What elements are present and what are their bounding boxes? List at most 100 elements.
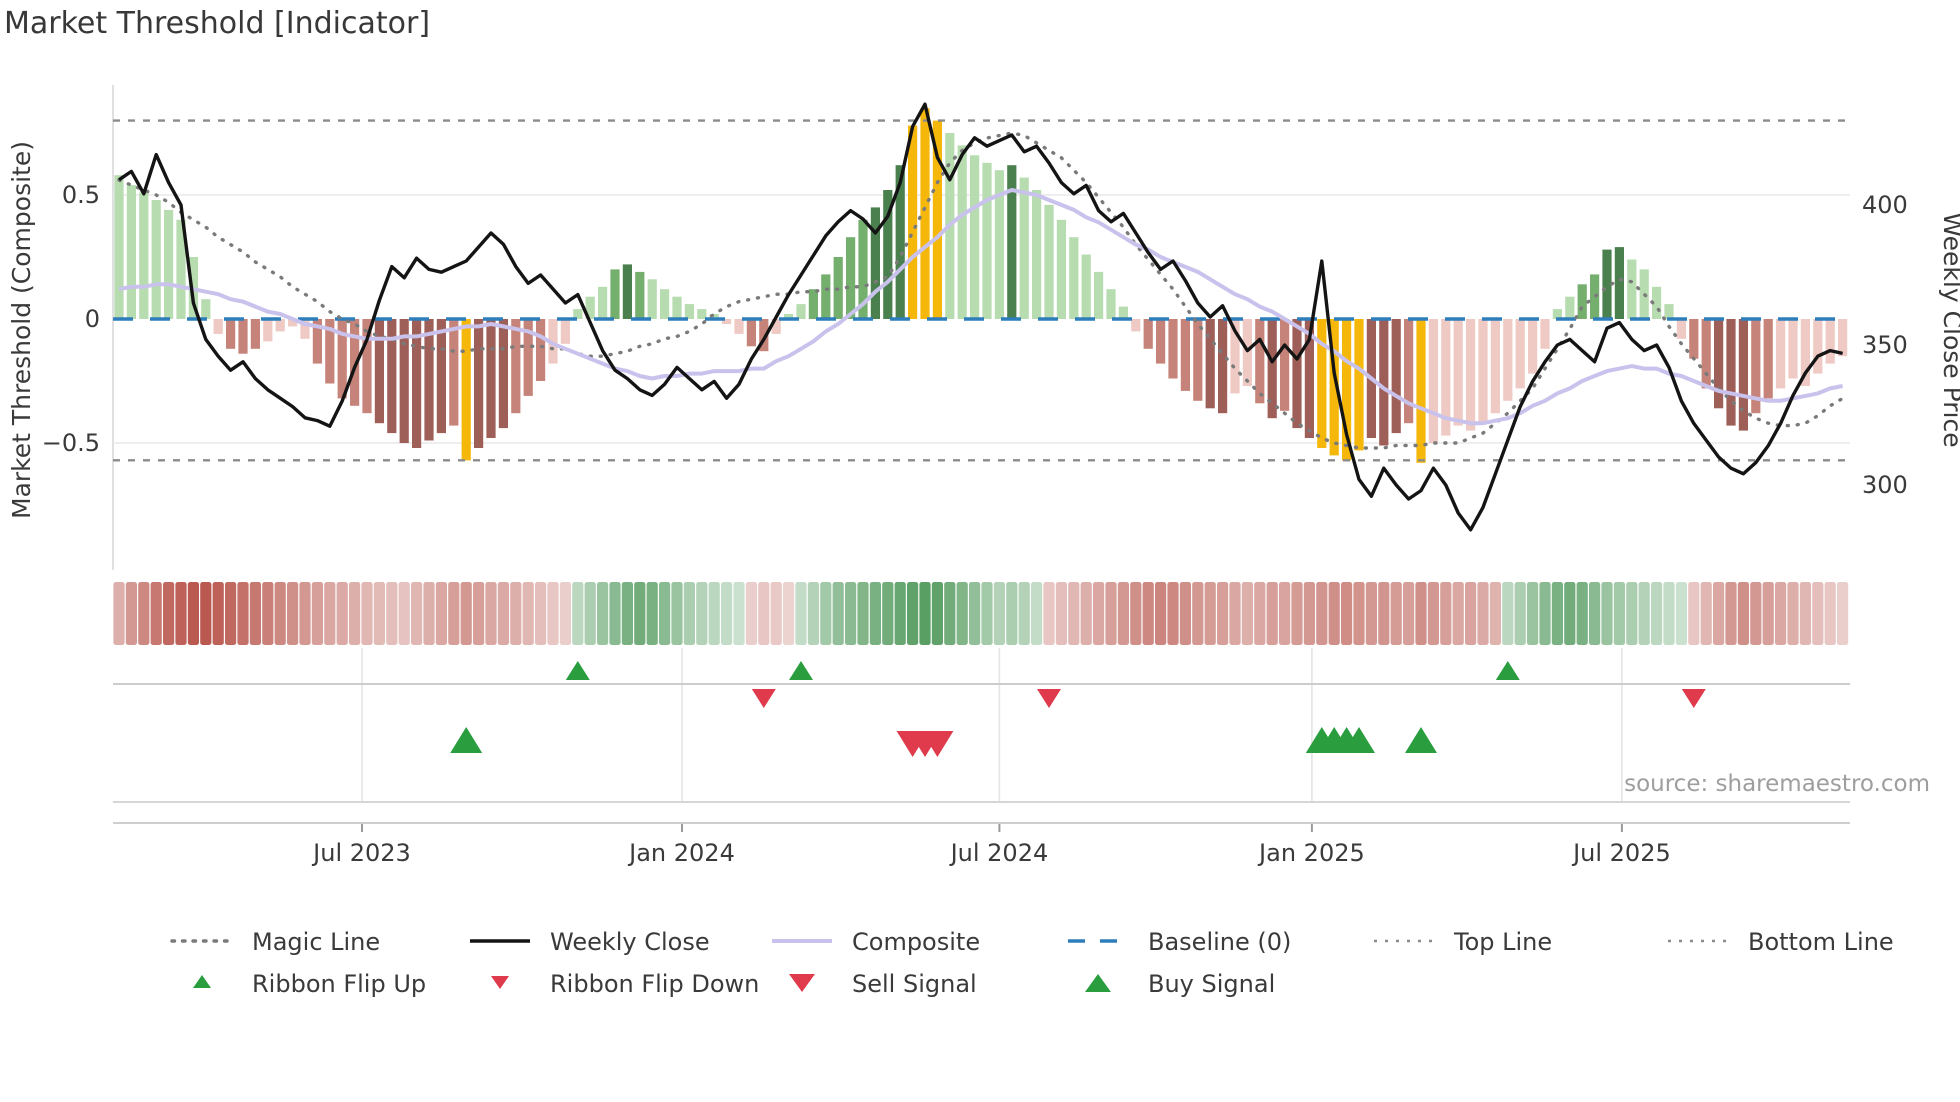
ribbon-cell xyxy=(1427,582,1439,645)
ribbon-cell xyxy=(696,582,708,645)
composite-bar xyxy=(1292,319,1302,429)
ribbon-cell xyxy=(1117,582,1129,645)
composite-bar xyxy=(1813,319,1823,374)
composite-bar xyxy=(1007,165,1017,319)
ribbon-cell xyxy=(857,582,869,645)
composite-bar xyxy=(1676,319,1686,339)
composite-bar xyxy=(288,319,298,327)
composite-bar xyxy=(536,319,546,381)
composite-bar xyxy=(1267,319,1277,419)
composite-bar xyxy=(337,319,347,399)
composite-bar xyxy=(1193,319,1203,401)
ribbon-cell xyxy=(559,582,571,645)
composite-bar xyxy=(1428,319,1438,443)
right-tick-350: 350 xyxy=(1862,331,1908,359)
composite-bar xyxy=(498,319,508,429)
composite-bar xyxy=(1280,319,1290,411)
ribbon-cell xyxy=(1291,582,1303,645)
composite-bar xyxy=(573,309,583,319)
ribbon-cell xyxy=(1316,582,1328,645)
composite-bar xyxy=(1205,319,1215,409)
composite-bar xyxy=(1081,254,1091,319)
composite-bar xyxy=(1503,319,1513,401)
composite-bar xyxy=(1056,219,1066,319)
composite-bar xyxy=(164,209,174,319)
composite-bar xyxy=(1565,296,1575,319)
ribbon-cell xyxy=(584,582,596,645)
legend-item-buy-signal: Buy Signal xyxy=(1085,970,1275,998)
composite-bar xyxy=(1776,319,1786,389)
ribbon-cell xyxy=(1192,582,1204,645)
signal-markers xyxy=(361,648,1706,802)
ribbon-cell xyxy=(237,582,249,645)
composite-bar xyxy=(684,304,694,319)
composite-bar xyxy=(1838,319,1848,357)
ribbon-cell xyxy=(200,582,212,645)
x-tick-label: Jul 2025 xyxy=(1571,839,1671,867)
ribbon-cell xyxy=(1229,582,1241,645)
triangle-down-icon xyxy=(491,976,509,989)
ribbon-cell xyxy=(1328,582,1340,645)
composite-bar xyxy=(374,319,384,424)
threshold-lines xyxy=(113,119,1850,462)
weekly-close-line xyxy=(118,102,1843,532)
composite-bar xyxy=(263,319,273,342)
legend: Magic Line Weekly Close Composite Baseli… xyxy=(170,928,1894,998)
composite-bar xyxy=(126,185,136,319)
ribbon-cell xyxy=(212,582,224,645)
ribbon-cell xyxy=(1725,582,1737,645)
composite-bar xyxy=(1788,319,1798,379)
ribbon-cell xyxy=(1093,582,1105,645)
ribbon-cell xyxy=(373,582,385,645)
ribbon-cell xyxy=(1130,582,1142,645)
composite-bar xyxy=(412,319,422,448)
composite-bar xyxy=(808,289,818,319)
legend-item-bottom-line: Bottom Line xyxy=(1668,928,1894,956)
ribbon-cell xyxy=(460,582,472,645)
composite-bar xyxy=(238,319,248,354)
ribbon-cell xyxy=(1341,582,1353,645)
ribbon-cell xyxy=(1564,582,1576,645)
composite-bar xyxy=(1738,319,1748,431)
composite-bar xyxy=(821,274,831,319)
composite-bar xyxy=(1627,259,1637,319)
composite-bar xyxy=(784,314,794,319)
composite-bar xyxy=(722,319,732,324)
ribbon-cell xyxy=(1675,582,1687,645)
composite-bar xyxy=(1342,319,1352,461)
ribbon-cell xyxy=(1415,582,1427,645)
ribbon-cell xyxy=(1514,582,1526,645)
right-tick-400: 400 xyxy=(1862,191,1908,219)
buy-triangle-icon xyxy=(1085,974,1111,992)
ribbon-flip-up-marker xyxy=(565,661,590,680)
ribbon-cell xyxy=(1241,582,1253,645)
ribbon-cell xyxy=(1217,582,1229,645)
ribbon-cell xyxy=(522,582,534,645)
composite-bar xyxy=(1664,304,1674,319)
composite-bar xyxy=(1143,319,1153,349)
composite-bar xyxy=(213,319,223,334)
ribbon-cell xyxy=(1700,582,1712,645)
ribbon-flip-down-marker xyxy=(1681,689,1706,708)
ribbon-cell xyxy=(708,582,720,645)
composite-bar xyxy=(275,319,285,332)
composite-bar xyxy=(1416,319,1426,463)
composite-bar xyxy=(1404,319,1414,424)
ribbon-cell xyxy=(1626,582,1638,645)
ribbon-cell xyxy=(1167,582,1179,645)
composite-bar xyxy=(759,319,769,352)
legend-item-sell-signal: Sell Signal xyxy=(789,970,977,998)
composite-bar xyxy=(858,219,868,319)
ribbon-cell xyxy=(1527,582,1539,645)
composite-bar xyxy=(846,237,856,319)
x-tick-label: Jul 2024 xyxy=(949,839,1049,867)
svg-text:Buy Signal: Buy Signal xyxy=(1148,970,1275,998)
legend-item-ribbon-flip-down: Ribbon Flip Down xyxy=(491,970,759,998)
composite-bar xyxy=(1689,319,1699,359)
ribbon-cell xyxy=(1279,582,1291,645)
ribbon-cell xyxy=(882,582,894,645)
ribbon-cell xyxy=(448,582,460,645)
composite-bar xyxy=(1528,319,1538,374)
ribbon-cell xyxy=(1403,582,1415,645)
